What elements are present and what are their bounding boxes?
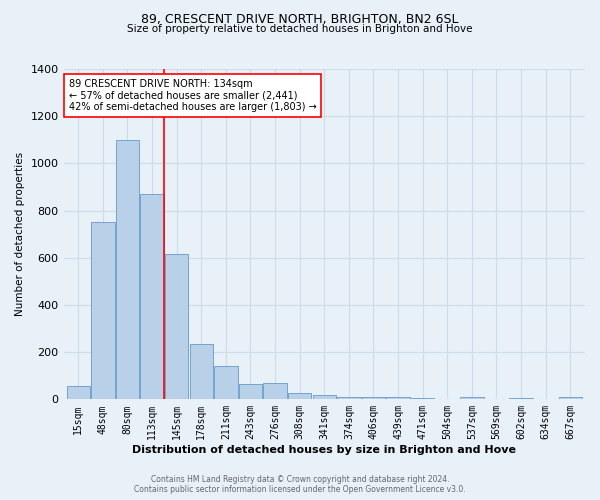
Bar	[460, 397, 484, 400]
Bar	[239, 384, 262, 400]
Bar	[386, 398, 410, 400]
Bar	[559, 398, 582, 400]
Text: 89 CRESCENT DRIVE NORTH: 134sqm
← 57% of detached houses are smaller (2,441)
42%: 89 CRESCENT DRIVE NORTH: 134sqm ← 57% of…	[69, 79, 317, 112]
Text: Contains HM Land Registry data © Crown copyright and database right 2024.
Contai: Contains HM Land Registry data © Crown c…	[134, 474, 466, 494]
Text: 89, CRESCENT DRIVE NORTH, BRIGHTON, BN2 6SL: 89, CRESCENT DRIVE NORTH, BRIGHTON, BN2 …	[141, 12, 459, 26]
Bar	[313, 394, 336, 400]
Bar	[362, 397, 385, 400]
Bar	[140, 194, 164, 400]
Bar	[509, 398, 533, 400]
X-axis label: Distribution of detached houses by size in Brighton and Hove: Distribution of detached houses by size …	[132, 445, 516, 455]
Text: Size of property relative to detached houses in Brighton and Hove: Size of property relative to detached ho…	[127, 24, 473, 34]
Bar	[190, 344, 213, 400]
Bar	[214, 366, 238, 400]
Bar	[67, 386, 90, 400]
Bar	[116, 140, 139, 400]
Y-axis label: Number of detached properties: Number of detached properties	[15, 152, 25, 316]
Bar	[165, 254, 188, 400]
Bar	[288, 394, 311, 400]
Bar	[411, 398, 434, 400]
Bar	[337, 396, 361, 400]
Bar	[91, 222, 115, 400]
Bar	[263, 383, 287, 400]
